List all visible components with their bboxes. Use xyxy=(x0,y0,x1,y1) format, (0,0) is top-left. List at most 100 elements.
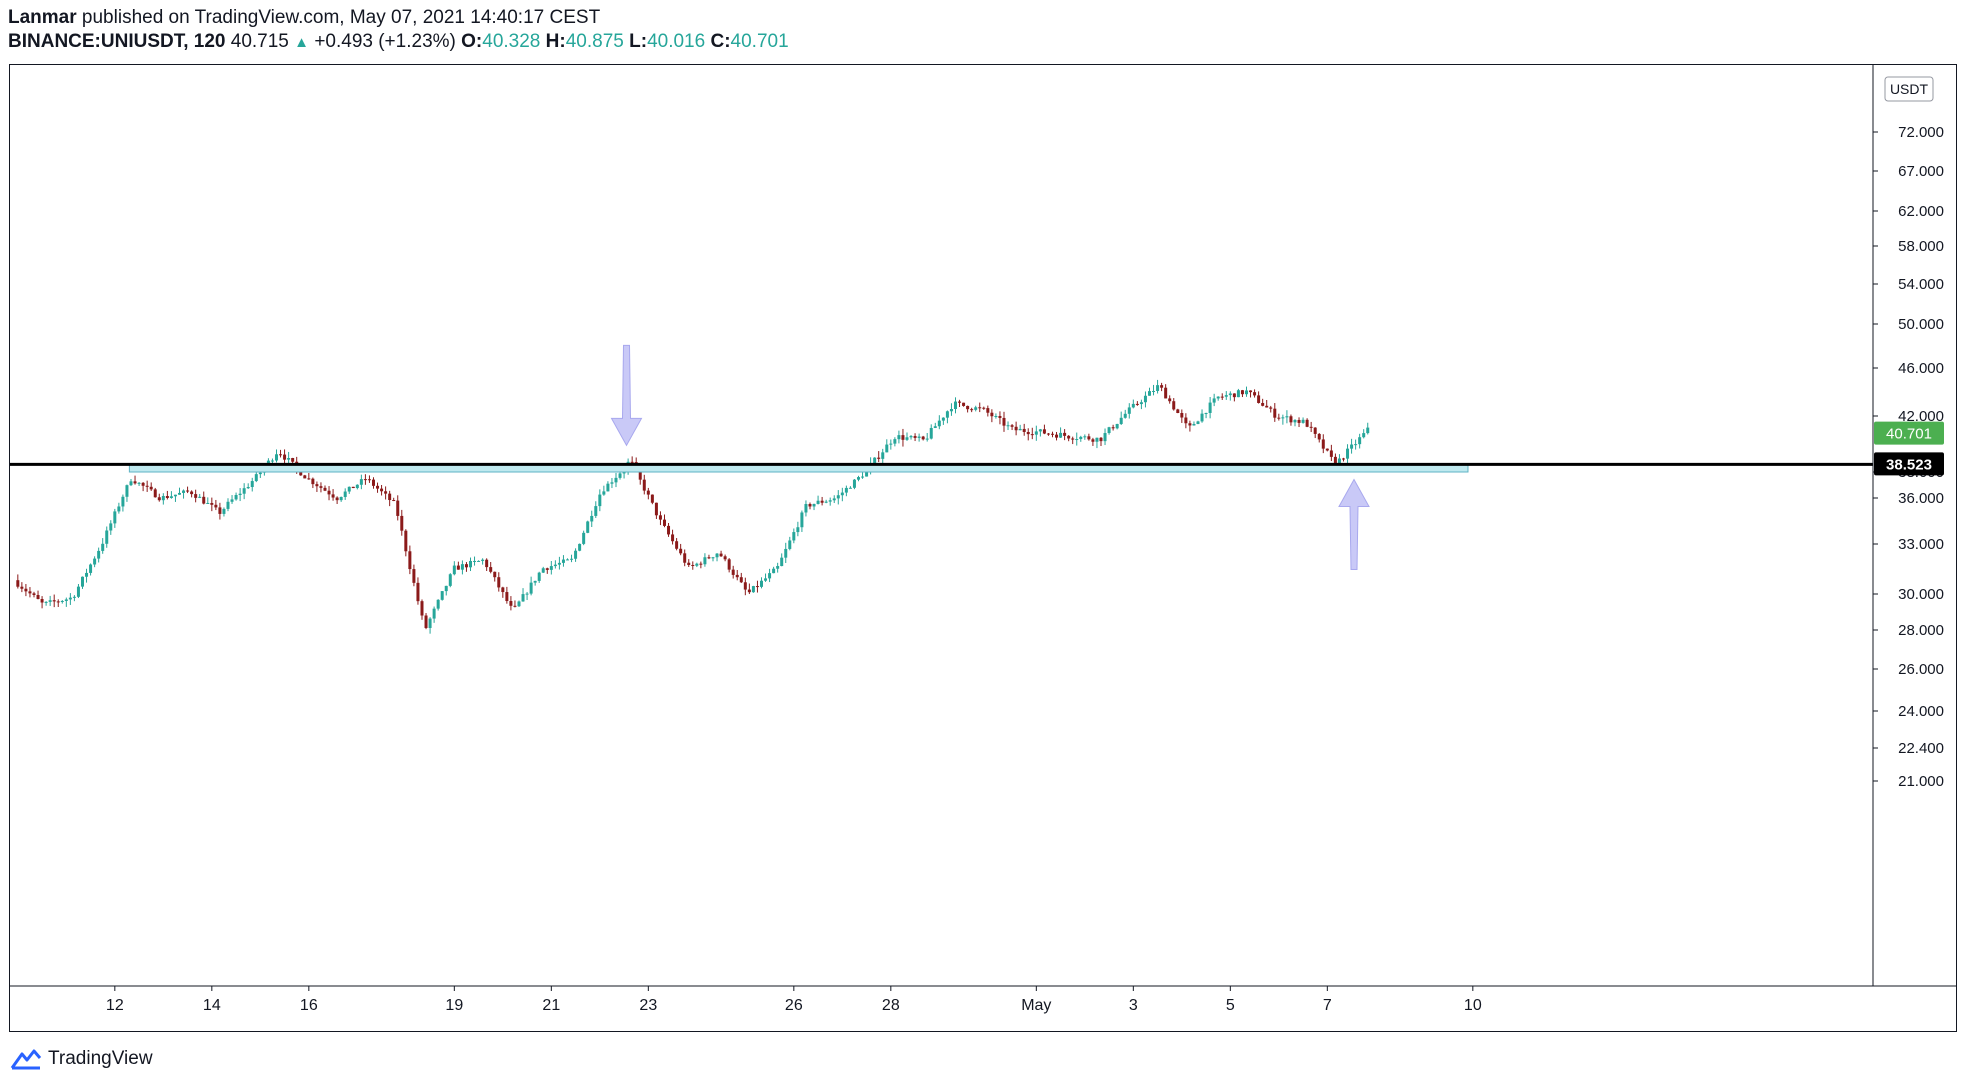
candle-body xyxy=(1139,402,1143,405)
candle-body xyxy=(1131,403,1135,408)
candle-body xyxy=(44,601,48,603)
candle-body xyxy=(1168,398,1172,402)
candle-body xyxy=(1103,433,1107,442)
candle-body xyxy=(72,596,76,598)
candle-body xyxy=(85,572,89,577)
candle-body xyxy=(933,426,937,428)
candle-body xyxy=(1147,391,1151,396)
candle-body xyxy=(832,498,836,501)
candle-body xyxy=(1030,434,1034,436)
candle-body xyxy=(1006,425,1010,427)
price-chart[interactable]: 72.000 67.000 62.000 58.000 54.000 50.000 46.0… xyxy=(10,65,1956,1031)
candle-body xyxy=(198,496,202,498)
price-tick-label: 62.000 xyxy=(1898,203,1944,220)
low-value: 40.016 xyxy=(647,31,706,52)
candle-body xyxy=(1277,417,1281,419)
candle-body xyxy=(258,472,262,475)
candle-body xyxy=(1220,396,1224,398)
price-tick-label: 24.000 xyxy=(1898,703,1944,720)
price-tick-label: 33.000 xyxy=(1898,536,1944,553)
candle-body xyxy=(578,543,582,551)
candle-body xyxy=(1156,385,1160,391)
candle-body xyxy=(40,599,44,603)
candle-body xyxy=(36,594,40,600)
candle-body xyxy=(533,580,537,583)
candle-body xyxy=(173,494,177,497)
candle-body xyxy=(76,586,80,597)
candle-body xyxy=(784,548,788,558)
candle-body xyxy=(1297,419,1301,423)
candle-body xyxy=(436,599,440,609)
candle-body xyxy=(901,435,905,440)
candle-body xyxy=(1333,456,1337,468)
candle-body xyxy=(1026,431,1030,435)
candle-body xyxy=(792,532,796,541)
candle-body xyxy=(291,458,295,462)
candle-body xyxy=(723,556,727,560)
footer: TradingView xyxy=(10,1044,153,1074)
candle-body xyxy=(1192,423,1196,426)
candle-body xyxy=(808,504,812,507)
candle-body xyxy=(1240,390,1244,395)
candle-body xyxy=(121,496,125,507)
candle-body xyxy=(574,550,578,559)
support-price-label: 38.523 xyxy=(1886,456,1932,473)
candle-body xyxy=(105,530,109,544)
candle-body xyxy=(909,436,913,438)
candle-body xyxy=(537,572,541,581)
footer-brand: TradingView xyxy=(48,1048,153,1069)
tradingview-logo-icon xyxy=(10,1049,42,1070)
candle-body xyxy=(541,568,545,573)
price-tick-label: 36.000 xyxy=(1898,490,1944,507)
candle-body xyxy=(1236,390,1240,398)
candle-body xyxy=(889,443,893,445)
candle-body xyxy=(473,560,477,562)
candle-body xyxy=(747,589,751,593)
candle-body xyxy=(202,496,206,504)
time-scale: 12 14 16 19 21 23 26 28 May 3 5 7 10 xyxy=(106,986,1482,1014)
open-label: O: xyxy=(461,31,483,52)
candle-body xyxy=(1253,392,1257,396)
candle-body xyxy=(941,417,945,421)
candle-body xyxy=(376,485,380,489)
candle-body xyxy=(1180,413,1184,418)
candle-body xyxy=(772,568,776,574)
candle-body xyxy=(497,577,501,588)
candle-body xyxy=(400,515,404,531)
candle-body xyxy=(679,548,683,554)
candle-body xyxy=(24,588,28,592)
candle-body xyxy=(80,576,84,587)
candle-body xyxy=(553,564,557,567)
currency-badge xyxy=(1884,76,1934,102)
candle-body xyxy=(970,409,974,411)
chart-header: Lanmar published on TradingView.com, May… xyxy=(8,6,1908,54)
candle-body xyxy=(788,540,792,549)
candle-body xyxy=(602,491,606,495)
candle-body xyxy=(137,482,141,484)
candle-body xyxy=(848,487,852,489)
candle-body xyxy=(1273,408,1277,418)
candle-body xyxy=(885,444,889,453)
candle-body xyxy=(739,577,743,583)
candle-body xyxy=(1018,428,1022,431)
candle-body xyxy=(735,574,739,578)
candle-body xyxy=(456,565,460,570)
candle-body xyxy=(468,560,472,568)
candle-body xyxy=(234,495,238,500)
candle-body xyxy=(339,496,343,501)
candle-body xyxy=(101,543,105,551)
chart-frame[interactable]: 72.000 67.000 62.000 58.000 54.000 50.000 46.0… xyxy=(9,64,1957,1032)
candle-body xyxy=(1313,427,1317,434)
candle-body xyxy=(1002,417,1006,426)
price-tick-label: 28.000 xyxy=(1898,622,1944,639)
candle-body xyxy=(1188,423,1192,426)
candle-body xyxy=(1115,423,1119,429)
candle-body xyxy=(1123,413,1127,418)
candle-body xyxy=(93,558,97,565)
candle-body xyxy=(561,559,565,563)
candle-body xyxy=(861,476,865,478)
candle-body xyxy=(226,501,230,509)
candle-body xyxy=(570,558,574,560)
candle-body xyxy=(958,401,962,403)
up-triangle-icon: ▲ xyxy=(294,34,310,51)
